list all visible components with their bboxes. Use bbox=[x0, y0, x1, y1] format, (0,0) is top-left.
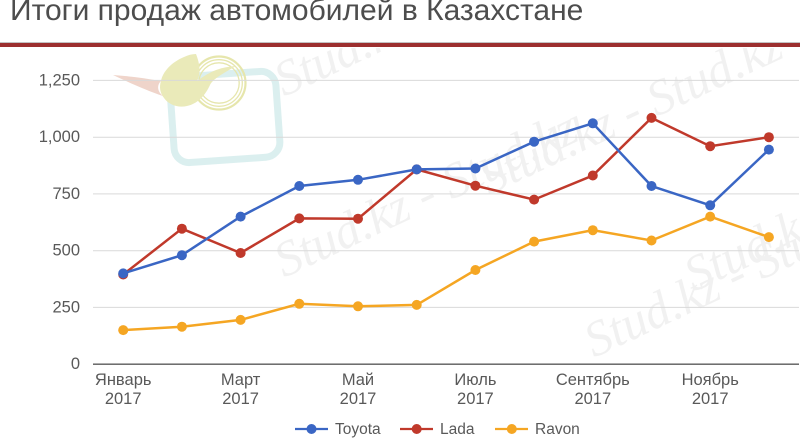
svg-text:2017: 2017 bbox=[692, 390, 729, 408]
svg-text:250: 250 bbox=[52, 298, 80, 316]
svg-text:Lada: Lada bbox=[440, 421, 475, 438]
svg-text:Сентябрь: Сентябрь bbox=[556, 371, 630, 389]
svg-text:500: 500 bbox=[52, 242, 80, 260]
svg-text:750: 750 bbox=[52, 185, 80, 203]
svg-text:2017: 2017 bbox=[222, 390, 259, 408]
svg-text:2017: 2017 bbox=[340, 390, 377, 408]
svg-text:2017: 2017 bbox=[457, 390, 494, 408]
svg-text:Январь: Январь bbox=[95, 371, 152, 389]
svg-text:Июль: Июль bbox=[454, 371, 496, 389]
svg-text:Май: Май bbox=[342, 371, 374, 389]
svg-text:Ноябрь: Ноябрь bbox=[682, 371, 739, 389]
svg-text:Ravon: Ravon bbox=[535, 421, 580, 438]
svg-text:2017: 2017 bbox=[574, 390, 611, 408]
svg-text:1,250: 1,250 bbox=[39, 71, 80, 89]
svg-text:Toyota: Toyota bbox=[335, 421, 381, 438]
svg-text:0: 0 bbox=[71, 355, 80, 373]
svg-text:1,000: 1,000 bbox=[39, 128, 80, 146]
svg-text:Март: Март bbox=[221, 371, 261, 389]
svg-text:2017: 2017 bbox=[105, 390, 142, 408]
